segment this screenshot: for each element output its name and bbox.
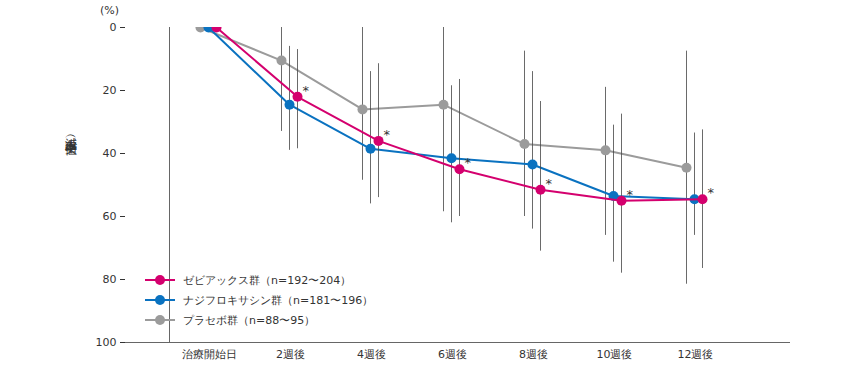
html-text:プラセボ群（n=88〜95）: プラセボ群（n=88〜95） <box>183 313 316 327</box>
svg-text:2週後: 2週後 <box>276 348 305 361</box>
svg-text:6週後: 6週後 <box>438 348 467 361</box>
svg-text:*: * <box>384 127 391 142</box>
svg-text:*: * <box>465 155 472 170</box>
svg-text:8週後: 8週後 <box>519 348 548 361</box>
svg-text:100: 100 <box>96 336 117 349</box>
html-text:ナジフロキサシン群（n=181〜196）: ナジフロキサシン群（n=181〜196） <box>183 293 374 307</box>
svg-text:0: 0 <box>110 21 117 34</box>
svg-text:4週後: 4週後 <box>357 348 386 361</box>
svg-text:治療開始日: 治療開始日 <box>182 348 237 361</box>
svg-text:*: * <box>627 187 634 202</box>
svg-text:*: * <box>546 176 553 191</box>
svg-text:20: 20 <box>103 84 117 97</box>
svg-text:*: * <box>303 83 310 98</box>
svg-text:40: 40 <box>103 147 117 160</box>
svg-text:*: * <box>708 185 715 200</box>
html-text:減少率（中央値）: 減少率（中央値） <box>64 128 78 136</box>
svg-text:10週後: 10週後 <box>597 348 633 361</box>
svg-text:60: 60 <box>103 210 117 223</box>
svg-text:80: 80 <box>103 273 117 286</box>
html-text:ゼビアックス群（n=192〜204）: ゼビアックス群（n=192〜204） <box>183 273 352 287</box>
svg-text:12週後: 12週後 <box>678 348 714 361</box>
